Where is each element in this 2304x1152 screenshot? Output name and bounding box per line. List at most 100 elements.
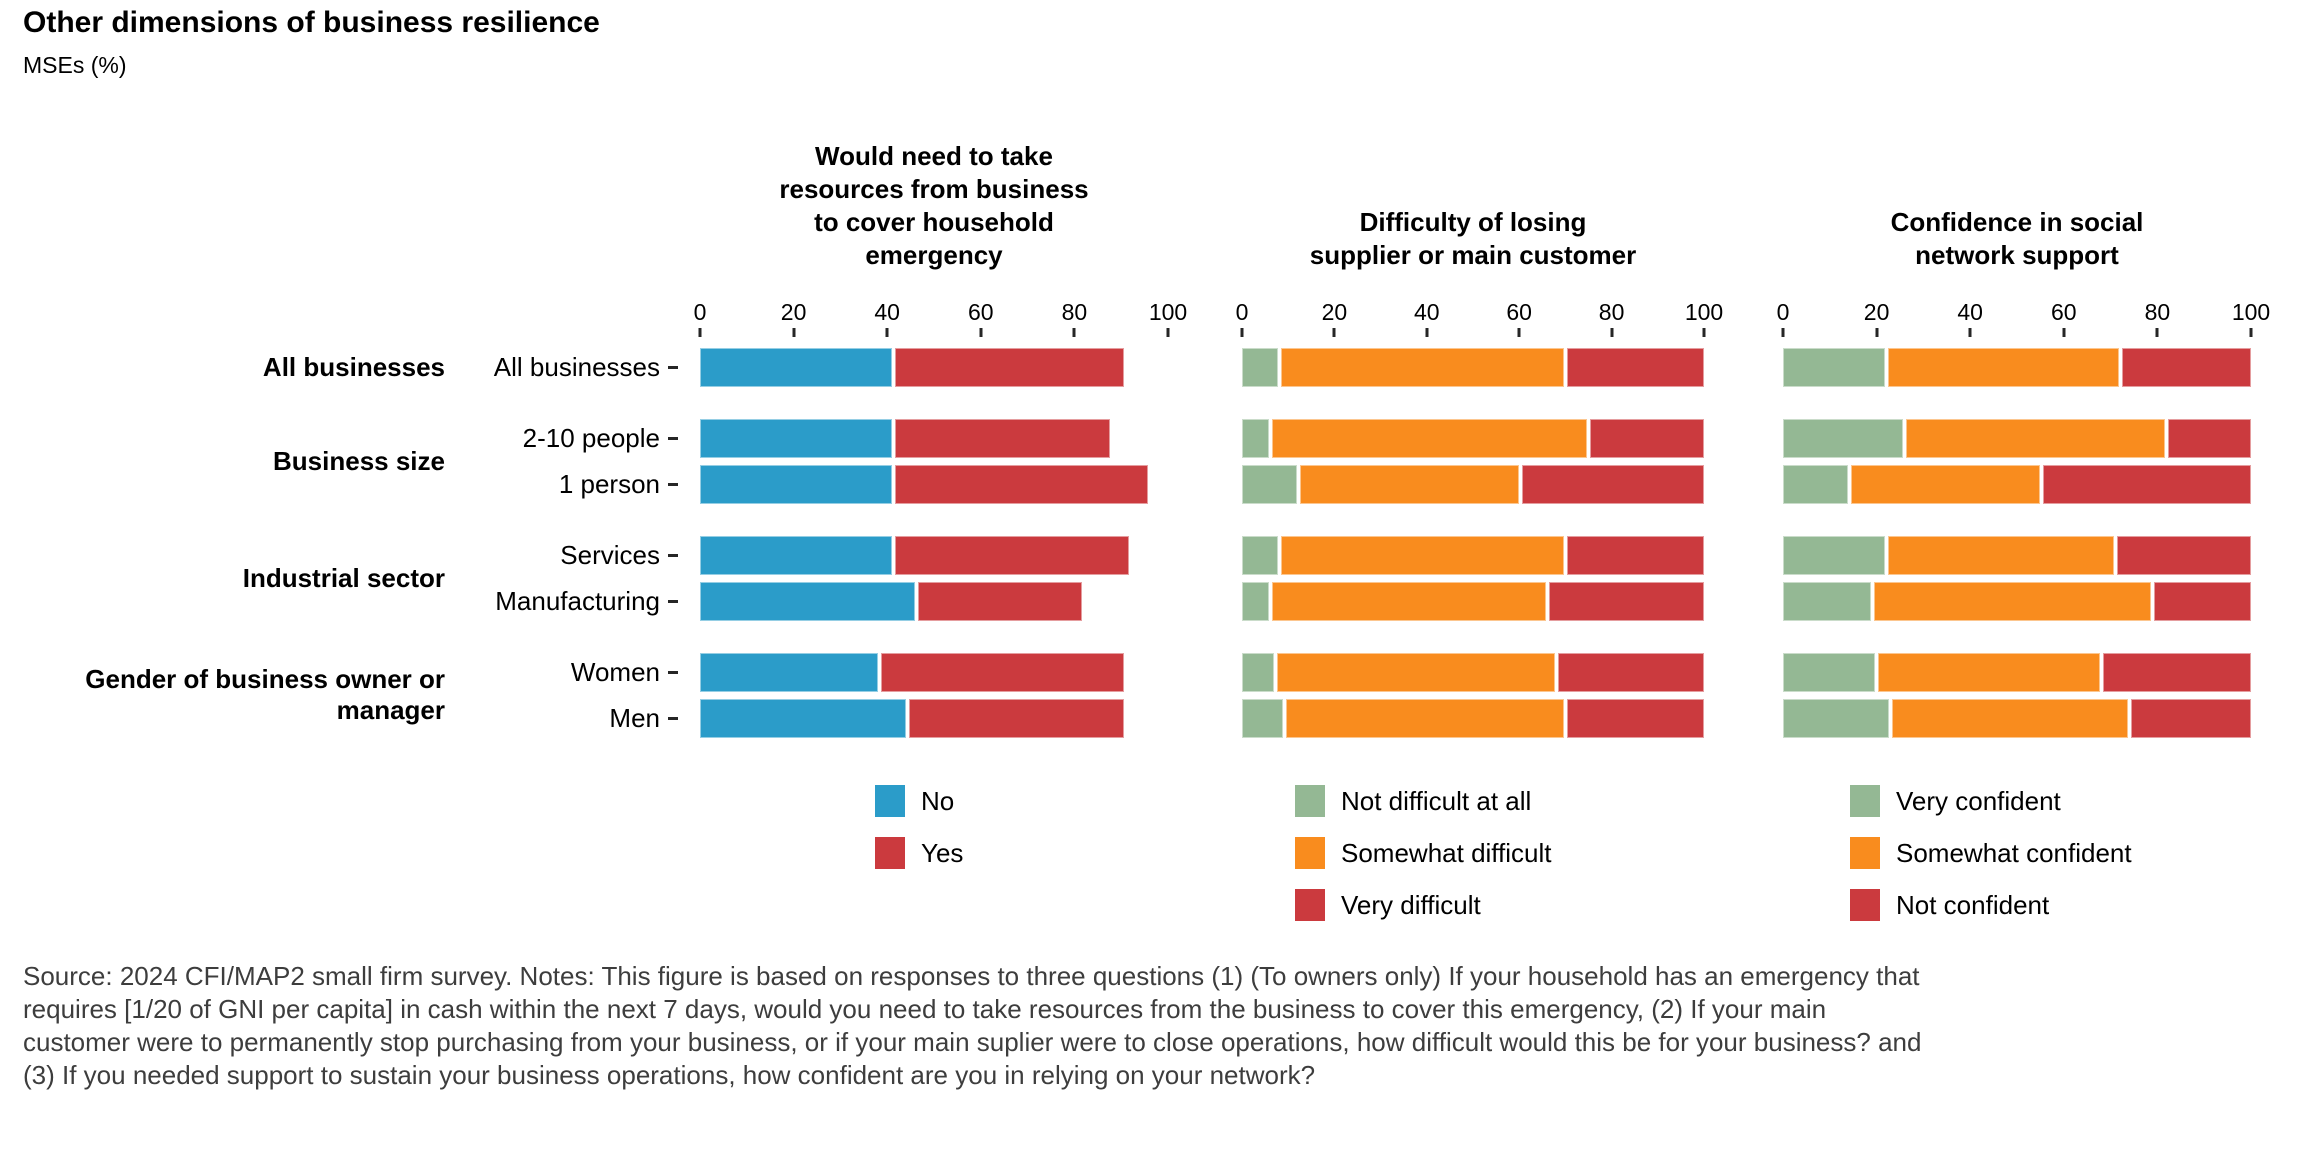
panel-title: Difficulty of losing supplier or main cu… xyxy=(1309,207,1637,270)
y-axis-tick-mark xyxy=(668,670,678,674)
legend-item-somewhat-difficult: Somewhat difficult xyxy=(1295,837,1552,869)
axis-tick-label: 40 xyxy=(874,299,900,325)
bar-segment-somewhat-confident xyxy=(1875,652,2101,692)
item-label-women: Women xyxy=(445,649,678,695)
bar-segment-not-difficult-at-all xyxy=(1242,652,1274,692)
bar-segment-not-confident xyxy=(2118,347,2251,387)
axis-tick-mark xyxy=(2062,328,2066,337)
item-label-men: Men xyxy=(445,695,678,741)
bar-segment-not-difficult-at-all xyxy=(1242,418,1270,458)
y-axis-tick-mark xyxy=(668,599,678,603)
bars-area xyxy=(1242,344,1704,741)
stacked-bar-2-10-people xyxy=(1242,418,1704,458)
axis-tick-label: 20 xyxy=(1863,299,1890,325)
bar-segment-somewhat-confident xyxy=(1884,535,2115,575)
bar-row-1-person xyxy=(1242,461,1704,507)
group-label-industrial-sector: Industrial sector xyxy=(0,532,445,624)
row-group-industrial-sector xyxy=(1783,532,2251,624)
legend-swatch-very-difficult xyxy=(1295,889,1325,921)
legend-item-not-difficult-at-all: Not difficult at all xyxy=(1295,785,1552,817)
axis-tick-label: 20 xyxy=(780,299,807,325)
bar-row-manufacturing xyxy=(1242,578,1704,624)
bar-segment-somewhat-confident xyxy=(1884,347,2119,387)
axis-tick-label: 80 xyxy=(1598,299,1625,325)
bar-segment-yes xyxy=(891,535,1129,575)
legend-household-emergency: No Yes xyxy=(875,785,963,889)
stacked-bar-men xyxy=(1783,698,2251,738)
x-axis: 0 20 40 60 80 100 xyxy=(1777,298,2270,338)
axis-tick-mark xyxy=(1610,328,1614,337)
legend-swatch-very-confident xyxy=(1850,785,1880,817)
bar-segment-yes xyxy=(905,698,1125,738)
y-axis-tick-mark xyxy=(668,553,678,557)
axis-tick-mark xyxy=(1332,328,1336,337)
y-axis-tick-mark xyxy=(668,365,678,369)
y-axis-tick-mark xyxy=(668,436,678,440)
bar-segment-very-difficult xyxy=(1564,535,1704,575)
panel-title: Confidence in social network support xyxy=(1890,207,2144,270)
bar-row-services xyxy=(1783,532,2251,578)
axis-tick-mark xyxy=(1166,328,1170,337)
legend-label: Somewhat confident xyxy=(1896,837,2132,868)
bar-segment-no xyxy=(700,535,892,575)
legend-label: Very confident xyxy=(1896,785,2061,816)
bar-segment-not-difficult-at-all xyxy=(1242,347,1279,387)
row-item-labels-column: All businesses 2-10 people 1 person Service… xyxy=(445,344,678,741)
legend-label: Yes xyxy=(921,837,964,868)
row-group-labels-column: All businesses Business size Industrial se… xyxy=(0,344,445,741)
legend-swatch-yes xyxy=(875,837,905,869)
bar-segment-very-confident xyxy=(1783,347,1885,387)
legend-swatch-no xyxy=(875,785,905,817)
item-label-all-businesses: All businesses xyxy=(445,344,678,390)
legend-item-not-confident: Not confident xyxy=(1850,889,2132,921)
source-note: Source: 2024 CFI/MAP2 small firm survey.… xyxy=(23,961,1922,1090)
stacked-bar-all-businesses xyxy=(1783,347,2251,387)
legend-item-no: No xyxy=(875,785,963,817)
x-axis: 0 20 40 60 80 100 xyxy=(694,298,1187,338)
row-group-gender-of-business-owner-or-manager xyxy=(1242,649,1704,741)
stacked-bar-services xyxy=(1783,535,2251,575)
stacked-bar-manufacturing xyxy=(1242,581,1704,621)
stacked-bar-1-person xyxy=(1242,464,1704,504)
legend-label: No xyxy=(921,785,955,816)
bar-row-manufacturing xyxy=(700,578,1168,624)
bar-segment-very-confident xyxy=(1783,698,1890,738)
bar-segment-somewhat-difficult xyxy=(1278,347,1565,387)
figure-title: Other dimensions of business resilience xyxy=(23,6,600,39)
y-axis-tick-mark xyxy=(668,716,678,720)
bar-segment-somewhat-confident xyxy=(1903,418,2165,458)
legend-swatch-somewhat-difficult xyxy=(1295,837,1325,869)
bar-row-services xyxy=(700,532,1168,578)
bar-row-1-person xyxy=(700,461,1168,507)
bar-row-all-businesses xyxy=(1783,344,2251,390)
stacked-bar-services xyxy=(700,535,1168,575)
group-label-text: Business size xyxy=(273,445,445,476)
bar-segment-not-difficult-at-all xyxy=(1242,535,1279,575)
axis-tick-mark xyxy=(1072,328,1076,337)
bar-segment-very-confident xyxy=(1783,581,1871,621)
bar-segment-no xyxy=(700,581,916,621)
bar-segment-yes xyxy=(891,464,1148,504)
bar-segment-very-difficult xyxy=(1545,581,1704,621)
item-label-block: 2-10 people 1 person xyxy=(445,415,678,507)
axis-tick-mark xyxy=(698,328,702,337)
item-label-text: 1 person xyxy=(558,468,660,499)
legend-item-yes: Yes xyxy=(875,837,963,869)
axis-tick-mark xyxy=(1968,328,1972,337)
row-group-business-size xyxy=(1783,415,2251,507)
item-label-manufacturing: Manufacturing xyxy=(445,578,678,624)
axis-tick-mark xyxy=(2155,328,2159,337)
bar-segment-not-confident xyxy=(2040,464,2251,504)
bar-segment-not-confident xyxy=(2164,418,2251,458)
axis-tick-mark xyxy=(885,328,889,337)
axis-tick-mark xyxy=(1240,328,1244,337)
row-group-industrial-sector xyxy=(1242,532,1704,624)
item-label-text: 2-10 people xyxy=(522,422,660,453)
bar-row-all-businesses xyxy=(1242,344,1704,390)
axis-tick-mark xyxy=(2249,328,2253,337)
bar-segment-very-difficult xyxy=(1555,652,1704,692)
bar-segment-not-confident xyxy=(2150,581,2251,621)
bar-segment-not-difficult-at-all xyxy=(1242,698,1284,738)
y-axis-tick-mark xyxy=(668,482,678,486)
row-group-business-size xyxy=(1242,415,1704,507)
